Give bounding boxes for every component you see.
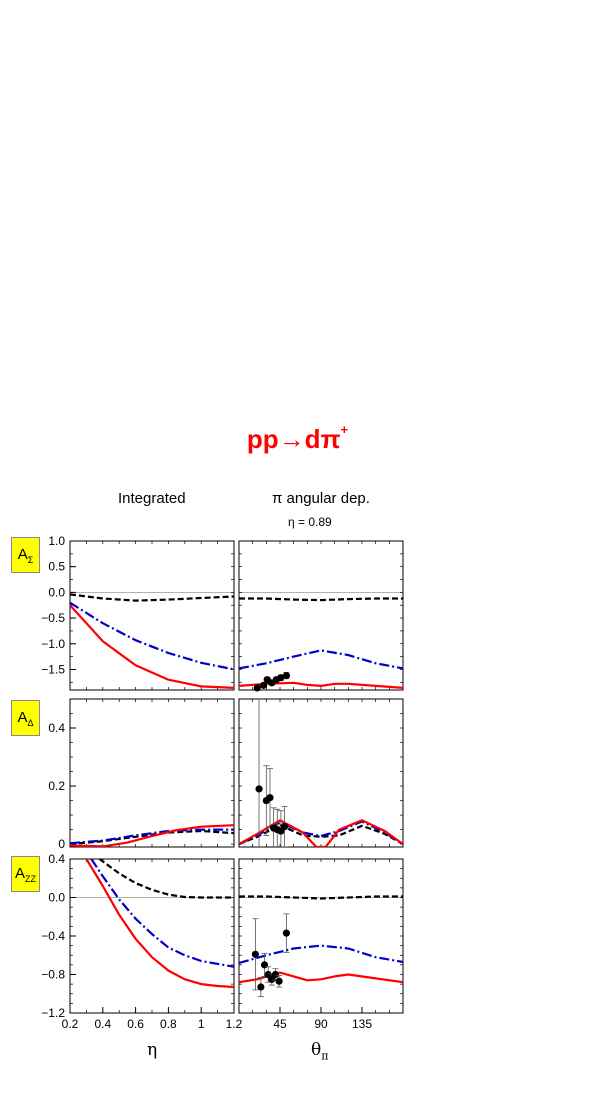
data-point	[280, 823, 289, 831]
series-line-blue-dashdot	[239, 649, 403, 670]
x-tick-label: 1	[198, 1017, 205, 1031]
y-tick-label: −0.5	[41, 611, 65, 625]
series-line-blue-dashdot	[239, 820, 403, 846]
data-point	[257, 983, 265, 991]
y-tick-label: 0	[58, 837, 65, 851]
panel-frame	[238, 858, 404, 1014]
data-point	[271, 970, 280, 979]
data-point	[260, 961, 269, 969]
series-line-black-dashed	[98, 859, 234, 899]
data-point	[260, 681, 268, 689]
row-label-a-delta: AΔ	[11, 700, 40, 736]
series-line-black-dashed	[70, 593, 234, 602]
x-axis-label-eta: η	[147, 1040, 158, 1060]
y-tick-label: −1.2	[41, 1006, 65, 1020]
series-line-black-dashed	[239, 824, 403, 846]
x-tick-label: 0.8	[160, 1017, 177, 1031]
column-heading-integrated: Integrated	[118, 490, 186, 507]
panel-frame	[69, 698, 235, 848]
data-point	[282, 672, 290, 680]
series-line-red-solid	[85, 859, 234, 989]
x-tick-label: 0.6	[127, 1017, 144, 1031]
series-line-red-solid	[70, 824, 234, 847]
data-point	[253, 684, 261, 692]
y-tick-label: −0.8	[41, 968, 65, 982]
y-tick-label: 0.0	[48, 891, 65, 905]
data-point	[275, 977, 283, 985]
x-tick-label: 1.2	[226, 1017, 243, 1031]
series-line-red-solid	[70, 604, 234, 689]
data-point	[282, 929, 290, 937]
series-line-black-dashed	[239, 895, 403, 900]
x-tick-label: 90	[314, 1017, 328, 1031]
data-point	[277, 674, 285, 682]
panel-frame	[238, 698, 404, 848]
series-line-blue-dashdot	[90, 859, 234, 968]
y-tick-label: 1.0	[48, 534, 65, 548]
panel-frame	[238, 540, 404, 691]
data-point	[251, 950, 259, 958]
y-tick-label: −1.0	[41, 637, 65, 651]
series-line-black-dashed	[239, 597, 403, 602]
panel-frame	[69, 858, 235, 1014]
series-line-blue-dashdot	[239, 944, 403, 965]
row-label-a-zz: AZZ	[11, 856, 40, 892]
y-tick-label: −0.4	[41, 929, 65, 943]
y-tick-label: 0.5	[48, 560, 65, 574]
series-line-blue-dashdot	[70, 601, 234, 671]
y-tick-label: −1.5	[41, 662, 65, 676]
x-tick-label: 45	[273, 1017, 287, 1031]
x-axis-label-theta: θπ	[311, 1040, 329, 1063]
x-tick-label: 0.4	[94, 1017, 111, 1031]
x-tick-label: 135	[352, 1017, 372, 1031]
y-tick-label: 0.4	[48, 721, 65, 735]
column-subheading-eta: η = 0.89	[288, 515, 332, 529]
x-tick-label: 0.2	[62, 1017, 79, 1031]
data-point	[266, 794, 274, 802]
panel-frame	[69, 540, 235, 691]
column-heading-angular: π angular dep.	[272, 490, 370, 507]
row-label-a-sigma: AΣ	[11, 537, 40, 573]
series-line-blue-dashdot	[70, 828, 234, 845]
y-tick-label: 0.2	[48, 779, 65, 793]
y-tick-label: 0.4	[48, 852, 65, 866]
y-tick-label: 0.0	[48, 585, 65, 599]
data-point	[255, 785, 263, 793]
chart-title: pp→dπ+	[246, 422, 349, 454]
series-line-red-solid	[239, 819, 403, 847]
series-line-red-solid	[239, 681, 403, 689]
